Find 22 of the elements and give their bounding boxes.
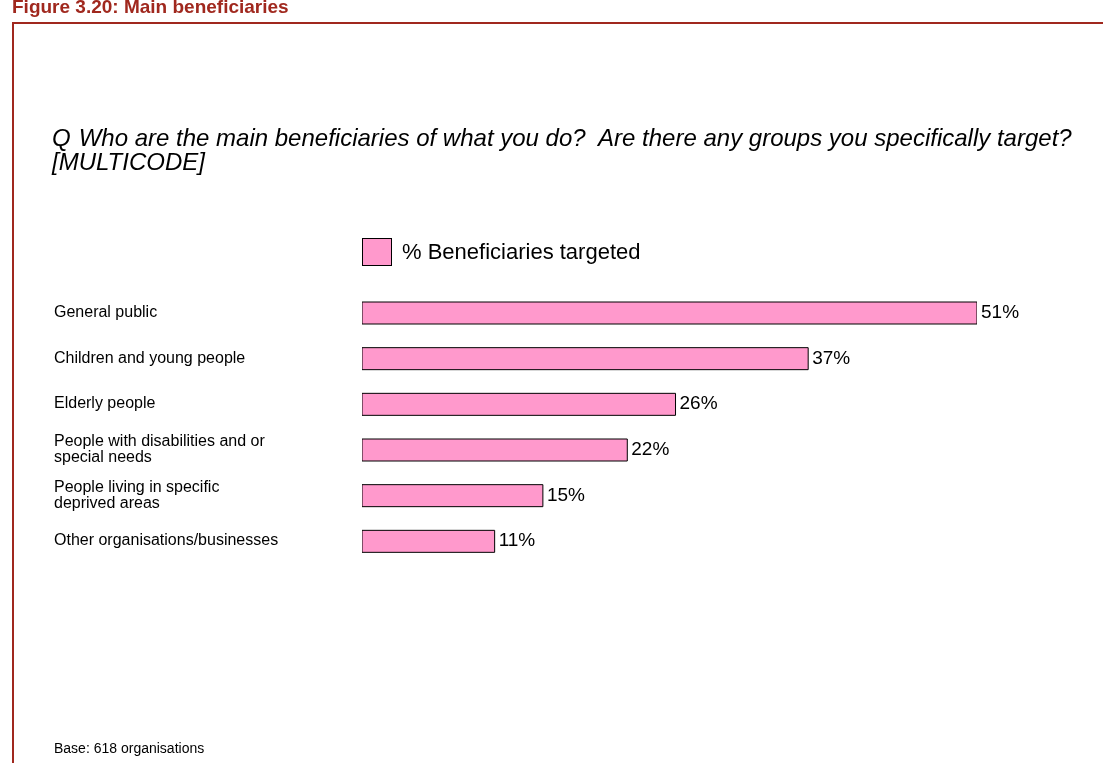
bar: [362, 347, 809, 371]
data-label: 37%: [812, 346, 851, 368]
data-label: 22%: [631, 438, 670, 460]
text: Base: 618 organisations: [54, 740, 205, 756]
bar: [362, 392, 677, 416]
text: Figure 3.20: Main beneficiaries: [12, 0, 289, 18]
bar: [362, 484, 544, 508]
data-label: 15%: [546, 483, 586, 505]
data-label: 51%: [981, 301, 1020, 323]
y-tick-label: General public: [54, 303, 158, 321]
legend-label: % Beneficiaries targeted: [402, 239, 641, 265]
data-label: 11%: [498, 529, 536, 551]
y-tick-label: Elderly people: [54, 394, 156, 412]
bar: [362, 529, 496, 553]
chart-subtitle: Q Who are the main beneficiaries of what you do? Are there any groups you specifically target? [MULTICODE]: [52, 124, 1073, 175]
y-tick-label: Other organisations/businesses: [54, 531, 279, 549]
y-tick-label: People with disabilities and or special needs: [54, 432, 266, 466]
bar: [362, 438, 628, 462]
y-tick-label: Children and young people: [54, 348, 246, 366]
bar: [362, 301, 977, 325]
y-tick-label: People living in specific deprived areas: [54, 477, 220, 511]
data-label: 26%: [679, 392, 718, 414]
